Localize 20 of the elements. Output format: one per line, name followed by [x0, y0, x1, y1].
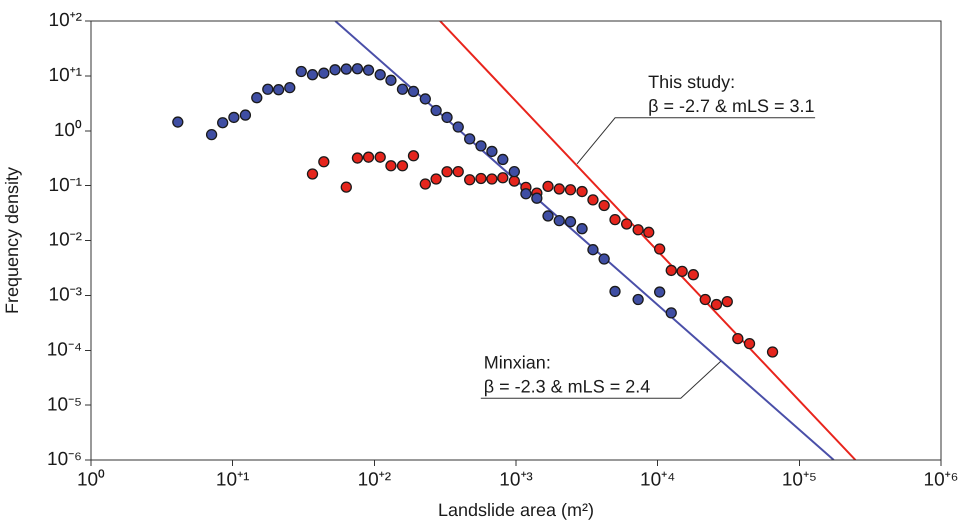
y-tick-label: 10⁻² [48, 230, 82, 251]
y-axis-title: Frequency density [2, 166, 22, 314]
y-tick-label: 10⁻⁶ [47, 449, 82, 470]
x-tick-label: 10⁺⁵ [782, 470, 817, 491]
annotation: This study: β = -2.7 & mLS = 3.1 [648, 72, 815, 116]
x-axis-title: Landslide area (m²) [438, 500, 594, 520]
x-tick-label: 10⁰ [76, 468, 106, 491]
y-tick-label: 10⁰ [54, 118, 82, 141]
x-tick-label: 10⁺⁴ [640, 470, 676, 491]
y-tick-label: 10⁺¹ [48, 65, 82, 86]
x-tick-label: 10⁺¹ [216, 470, 250, 491]
x-tick-label: 10⁺⁶ [924, 470, 958, 491]
y-tick-label: 10⁻⁴ [46, 339, 82, 360]
y-tick-label: 10⁻⁵ [46, 394, 82, 416]
y-tick-label: 10⁻¹ [48, 174, 82, 196]
y-tick-label: 10⁺² [48, 10, 82, 32]
x-tick-label: 10⁺³ [499, 470, 533, 491]
y-tick-label: 10⁻³ [48, 284, 82, 306]
x-tick-label: 10⁺² [358, 470, 392, 491]
annotation: Minxian: β = -2.3 & mLS = 2.4 [484, 352, 650, 396]
